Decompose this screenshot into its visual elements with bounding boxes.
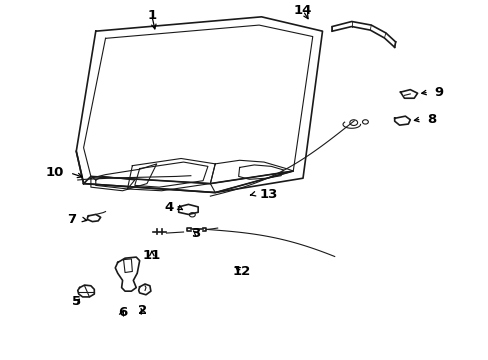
Text: 2: 2 <box>137 305 146 318</box>
Text: 9: 9 <box>434 86 443 99</box>
Text: 7: 7 <box>67 213 76 226</box>
Text: 12: 12 <box>232 265 251 278</box>
Text: 3: 3 <box>191 226 200 239</box>
Text: 6: 6 <box>118 306 127 319</box>
Text: 10: 10 <box>45 166 64 179</box>
Text: 8: 8 <box>427 113 436 126</box>
Text: 14: 14 <box>293 4 311 17</box>
Text: 13: 13 <box>259 188 277 201</box>
Text: 1: 1 <box>147 9 156 22</box>
Text: 5: 5 <box>72 296 81 309</box>
Text: 11: 11 <box>142 249 161 262</box>
Text: 4: 4 <box>164 202 173 215</box>
